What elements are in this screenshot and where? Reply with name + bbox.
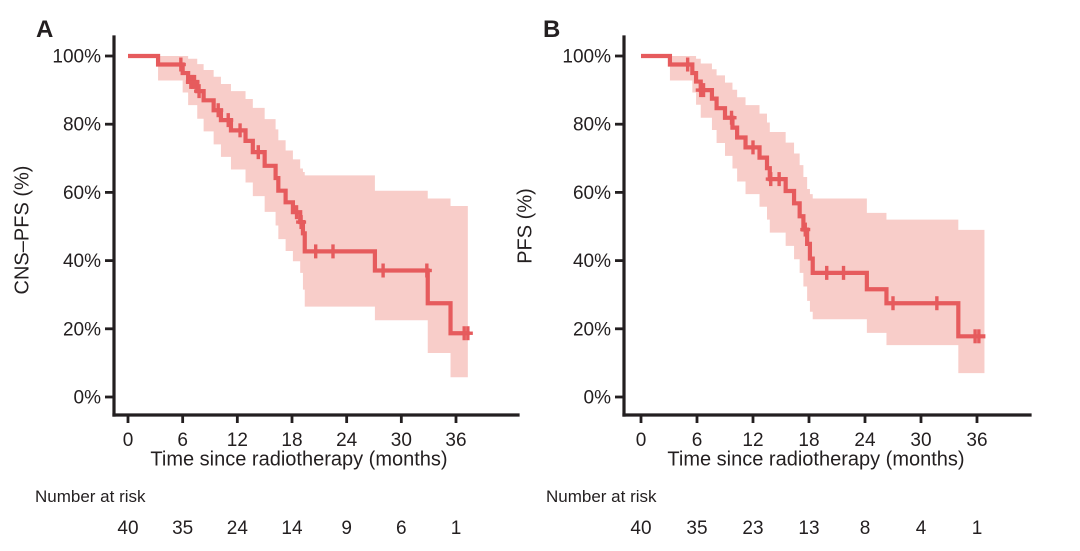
risk-count: 14 <box>281 518 303 539</box>
risk-count: 24 <box>227 518 249 539</box>
y-tick-label: 20% <box>63 319 101 340</box>
risk-count: 8 <box>860 518 871 539</box>
risk-count: 23 <box>742 518 763 539</box>
panel-a-letter: A <box>36 16 54 43</box>
x-tick-label: 24 <box>336 430 358 451</box>
censor-marks <box>175 57 473 341</box>
y-axis-ticks: 0% 20% 40% 60% 80% 100% <box>562 47 624 409</box>
axes <box>622 35 1032 417</box>
panel-b-x-axis-title: Time since radiotherapy (months) <box>667 448 965 471</box>
x-tick-label: 18 <box>798 430 819 451</box>
y-tick-label: 40% <box>573 251 611 272</box>
confidence-band <box>158 56 468 378</box>
x-tick-label: 12 <box>227 430 248 451</box>
x-axis-ticks: 0 6 12 18 24 30 36 <box>636 415 988 451</box>
y-axis-ticks: 0% 20% 40% 60% 80% 100% <box>52 47 114 409</box>
panel-a: 0% 20% 40% 60% 80% 100% 0 6 12 18 24 30 36 40 35 24 14 9 6… <box>52 35 520 539</box>
risk-count: 40 <box>117 518 138 539</box>
y-tick-label: 20% <box>573 319 611 340</box>
panel-a-y-axis-title: CNS–PFS (%) <box>11 165 34 295</box>
panel-b-number-at-risk-label: Number at risk <box>546 487 657 506</box>
number-at-risk-row: 40 35 24 14 9 6 1 <box>117 518 461 539</box>
x-tick-label: 36 <box>445 430 466 451</box>
risk-count: 35 <box>686 518 707 539</box>
x-tick-label: 30 <box>391 430 412 451</box>
y-tick-label: 60% <box>63 183 101 204</box>
x-tick-label: 24 <box>854 430 876 451</box>
risk-count: 35 <box>172 518 193 539</box>
x-tick-label: 6 <box>692 430 703 451</box>
panel-b-y-axis-title: PFS (%) <box>514 188 537 264</box>
y-tick-label: 80% <box>63 115 101 136</box>
x-tick-label: 30 <box>910 430 931 451</box>
y-tick-label: 40% <box>63 251 101 272</box>
x-tick-label: 36 <box>966 430 987 451</box>
censor-marks <box>682 57 984 344</box>
x-axis-ticks: 0 6 12 18 24 30 36 <box>123 415 467 451</box>
y-tick-label: 0% <box>584 388 612 409</box>
number-at-risk-row: 40 35 23 13 8 4 1 <box>630 518 982 539</box>
y-tick-label: 100% <box>562 47 611 68</box>
x-tick-label: 0 <box>123 430 134 451</box>
risk-count: 13 <box>798 518 819 539</box>
panel-b-letter: B <box>543 16 561 43</box>
panel-a-x-axis-title: Time since radiotherapy (months) <box>150 448 448 471</box>
panel-a-number-at-risk-label: Number at risk <box>35 487 146 506</box>
confidence-band <box>669 56 985 374</box>
y-tick-label: 80% <box>573 115 611 136</box>
x-tick-label: 0 <box>636 430 647 451</box>
risk-count: 4 <box>916 518 927 539</box>
x-tick-label: 6 <box>177 430 188 451</box>
x-tick-label: 12 <box>742 430 763 451</box>
x-tick-label: 18 <box>281 430 302 451</box>
risk-count: 1 <box>451 518 462 539</box>
risk-count: 9 <box>341 518 352 539</box>
y-tick-label: 100% <box>52 47 101 68</box>
y-tick-label: 0% <box>74 388 102 409</box>
y-tick-label: 60% <box>573 183 611 204</box>
risk-count: 6 <box>396 518 407 539</box>
risk-count: 1 <box>972 518 983 539</box>
risk-count: 40 <box>630 518 651 539</box>
